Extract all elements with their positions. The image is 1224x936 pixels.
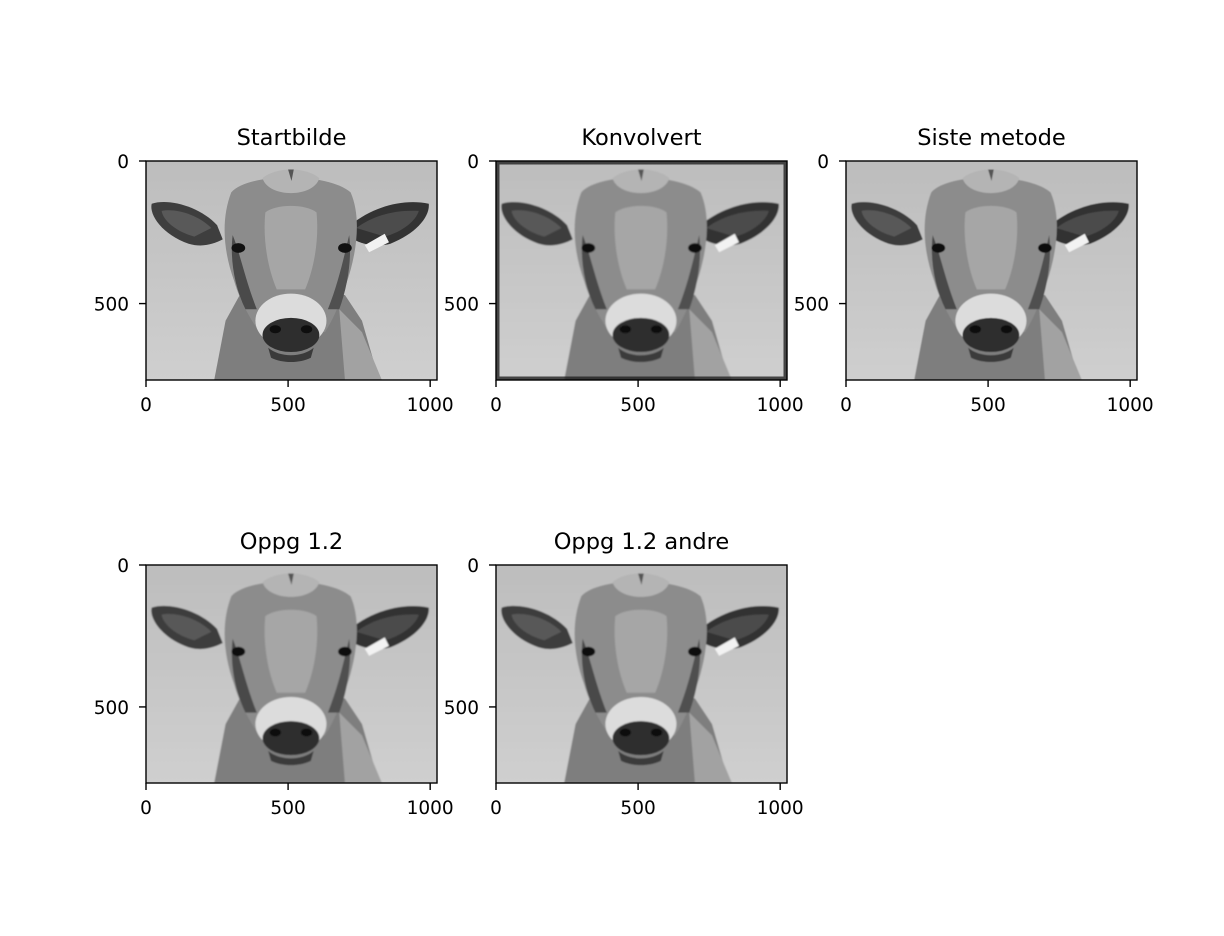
subplot-image [146,565,437,783]
subplot-image [146,161,437,380]
axes-frame [145,160,438,381]
x-tick-label: 1000 [1107,395,1154,416]
axes-frame [495,160,788,381]
x-tick-label: 0 [140,395,152,416]
x-tick-label: 1000 [757,395,804,416]
subplot-title: Oppg 1.2 [240,529,344,555]
subplot-3: Siste metode 0 500 1000 0 500 [794,125,1154,416]
subplot-image [846,161,1137,380]
subplot-5: Oppg 1.2 andre 0 500 1000 0 500 [444,529,804,819]
x-tick-label: 0 [490,395,502,416]
y-tick-label: 0 [817,152,829,173]
x-tick-label: 500 [620,395,655,416]
subplot-image [496,565,787,783]
subplot-4: Oppg 1.2 0 500 1000 0 500 [94,529,454,819]
axes-frame [495,564,788,784]
x-tick-label: 0 [840,395,852,416]
subplot-title: Startbilde [237,125,347,151]
y-tick-label: 500 [94,698,129,719]
subplot-2: Konvolvert 0 500 1000 0 500 [444,125,804,416]
subplot-title: Oppg 1.2 andre [554,529,730,555]
x-tick-label: 500 [970,395,1005,416]
y-tick-label: 500 [794,295,829,316]
y-tick-label: 500 [444,698,479,719]
axes-frame [845,160,1138,381]
x-tick-label: 0 [490,798,502,819]
x-tick-label: 1000 [757,798,804,819]
subplot-title: Konvolvert [581,125,701,151]
axes-frame [145,564,438,784]
x-tick-label: 500 [620,798,655,819]
y-tick-label: 0 [117,556,129,577]
image-edge-artifact [496,161,787,380]
subplot-title: Siste metode [917,125,1066,151]
x-tick-label: 0 [140,798,152,819]
x-tick-label: 1000 [407,395,454,416]
x-tick-label: 1000 [407,798,454,819]
y-tick-label: 0 [467,152,479,173]
x-tick-label: 500 [270,395,305,416]
subplot-image [496,161,787,380]
y-tick-label: 0 [117,152,129,173]
y-tick-label: 500 [444,295,479,316]
x-tick-label: 500 [270,798,305,819]
y-tick-label: 0 [467,556,479,577]
subplot-1: Startbilde 0 500 1000 0 500 [94,125,454,416]
y-tick-label: 500 [94,295,129,316]
